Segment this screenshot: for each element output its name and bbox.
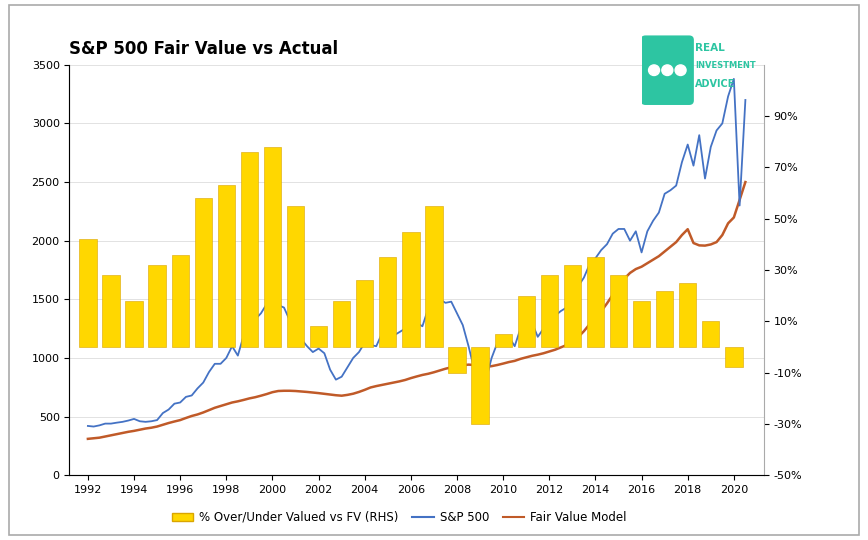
Circle shape — [675, 65, 686, 76]
Bar — [286, 206, 304, 347]
Circle shape — [648, 65, 660, 76]
Bar — [541, 275, 558, 347]
Bar — [102, 275, 120, 347]
Bar — [587, 257, 604, 347]
Bar — [264, 147, 281, 347]
Bar — [449, 347, 465, 373]
Circle shape — [661, 65, 673, 76]
Text: ADVICE: ADVICE — [695, 79, 736, 89]
Bar — [495, 334, 512, 347]
Bar — [702, 321, 720, 347]
Bar — [148, 265, 166, 347]
Bar — [125, 301, 142, 347]
Bar — [356, 280, 373, 347]
Bar — [379, 257, 397, 347]
Bar — [517, 295, 535, 347]
Text: INVESTMENT: INVESTMENT — [695, 61, 756, 70]
Bar — [656, 291, 674, 347]
Bar — [633, 301, 650, 347]
Bar — [425, 206, 443, 347]
Text: REAL: REAL — [695, 43, 725, 52]
Bar — [471, 347, 489, 424]
Bar — [725, 347, 742, 367]
Bar — [240, 152, 258, 347]
Bar — [333, 301, 351, 347]
Bar — [610, 275, 628, 347]
Text: S&P 500 Fair Value vs Actual: S&P 500 Fair Value vs Actual — [69, 39, 339, 58]
Bar — [563, 265, 581, 347]
Bar — [679, 283, 696, 347]
Bar — [310, 326, 327, 347]
Bar — [172, 255, 189, 347]
Bar — [402, 232, 419, 347]
FancyBboxPatch shape — [641, 36, 694, 105]
Bar — [79, 239, 96, 347]
Bar — [194, 198, 212, 347]
Bar — [218, 185, 235, 347]
Legend: % Over/Under Valued vs FV (RHS), S&P 500, Fair Value Model: % Over/Under Valued vs FV (RHS), S&P 500… — [167, 507, 632, 529]
